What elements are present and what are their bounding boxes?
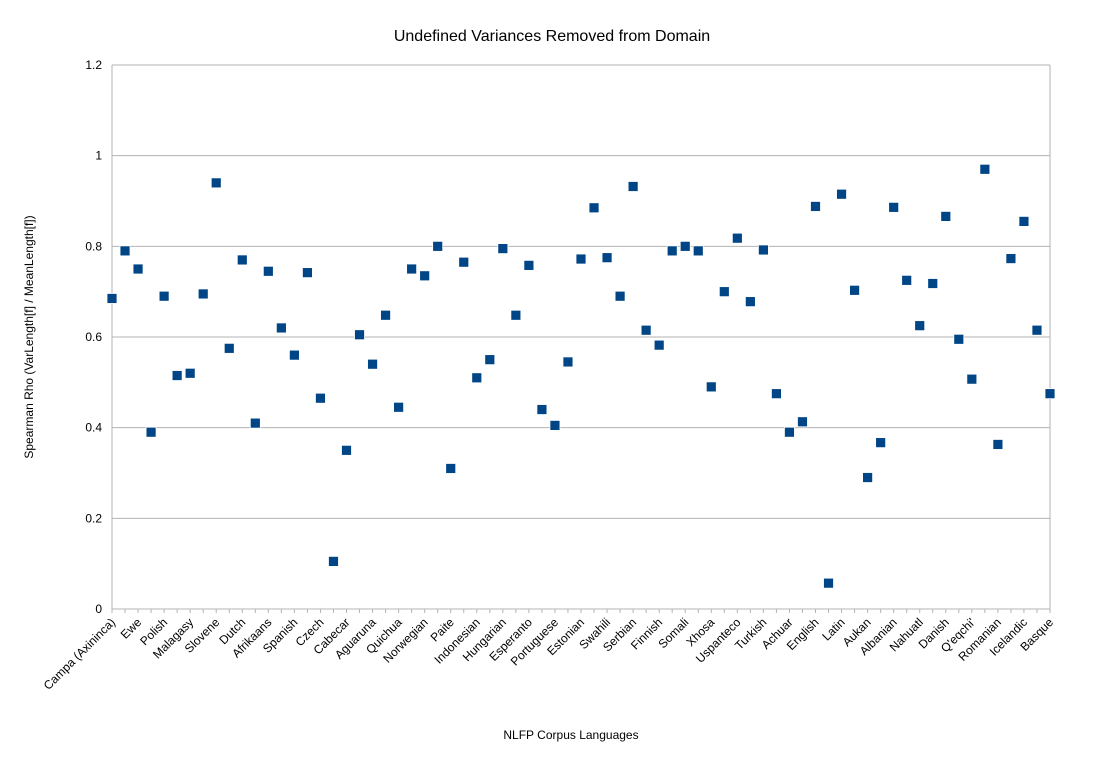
y-tick-label: 0.6 (85, 330, 102, 344)
data-point (940, 211, 952, 222)
data-point (562, 356, 574, 368)
gridlines (111, 64, 1051, 613)
data-point (445, 463, 457, 474)
data-point (354, 329, 365, 341)
x-category-label: Somali (656, 615, 692, 651)
data-point (393, 401, 405, 413)
y-tick-label: 1.2 (85, 58, 102, 72)
data-point (145, 426, 157, 438)
data-point (862, 472, 874, 483)
x-axis-categories: Campa (Axininca) EwePolishMalagasySlovene… (41, 615, 1057, 693)
x-category-label: Campa (Axininca) (41, 615, 118, 692)
data-point (328, 556, 339, 567)
y-tick-label: 0.2 (85, 511, 102, 525)
data-point (966, 373, 978, 385)
data-point (536, 404, 548, 415)
data-point (106, 293, 118, 304)
data-point (953, 333, 965, 345)
data-point (236, 254, 248, 266)
data-point (875, 437, 887, 449)
data-point (367, 358, 378, 370)
data-point (484, 354, 496, 366)
data-point (836, 188, 847, 200)
data-point (849, 284, 860, 296)
data-point (718, 286, 730, 298)
data-point (132, 263, 144, 275)
data-point (992, 439, 1004, 450)
data-point (432, 240, 444, 252)
data-point (288, 349, 300, 361)
y-axis-title: Spearman Rho (VarLength[f] / MeanLength[… (22, 215, 36, 458)
y-tick-label: 0.8 (85, 239, 102, 253)
data-point (197, 288, 209, 300)
data-point (262, 265, 274, 277)
data-point (979, 163, 991, 175)
data-point (575, 253, 587, 265)
data-point (810, 201, 821, 212)
data-point (510, 309, 522, 321)
data-point (784, 426, 795, 438)
data-point (184, 367, 196, 379)
data-point (1044, 388, 1056, 400)
data-point (275, 322, 287, 334)
data-point (692, 245, 704, 257)
data-point (158, 290, 170, 302)
data-point (380, 309, 391, 321)
x-axis-title: NLFP Corpus Languages (503, 728, 638, 742)
data-point (406, 263, 418, 275)
data-point (549, 419, 561, 431)
data-point (601, 252, 613, 264)
data-point (927, 278, 939, 289)
y-tick-label: 1 (95, 149, 102, 163)
data-point (210, 177, 222, 189)
data-point (471, 372, 483, 384)
data-point (627, 181, 639, 192)
data-point (914, 320, 926, 332)
chart-title: Undefined Variances Removed from Domain (394, 28, 710, 45)
data-point (797, 416, 808, 428)
data-point (315, 392, 326, 404)
data-point (1018, 215, 1030, 227)
data-point (588, 202, 600, 214)
y-tick-label: 0.4 (85, 421, 102, 435)
data-point (731, 232, 743, 244)
data-point (705, 381, 717, 393)
data-points (106, 163, 1056, 589)
y-tick-label: 0 (95, 602, 102, 616)
data-point (653, 339, 665, 351)
data-point (302, 267, 313, 279)
data-point (744, 296, 756, 308)
data-point (888, 201, 900, 213)
y-axis-ticks: 0 0.2 0.4 0.6 0.8 1 1.2 (85, 58, 102, 616)
data-point (901, 274, 913, 286)
data-point (119, 245, 131, 257)
data-point (523, 259, 535, 271)
data-point (458, 256, 470, 268)
data-point (679, 240, 691, 252)
data-point (666, 245, 678, 257)
data-point (341, 444, 352, 456)
data-point (223, 342, 235, 354)
data-point (249, 417, 261, 429)
data-point (614, 290, 626, 302)
data-point (1005, 253, 1017, 264)
data-point (1031, 324, 1043, 336)
data-point (823, 577, 834, 589)
data-point (171, 370, 183, 381)
data-point (419, 270, 431, 282)
data-point (640, 324, 652, 336)
data-point (771, 388, 782, 400)
data-point (497, 243, 509, 255)
data-point (757, 244, 769, 256)
